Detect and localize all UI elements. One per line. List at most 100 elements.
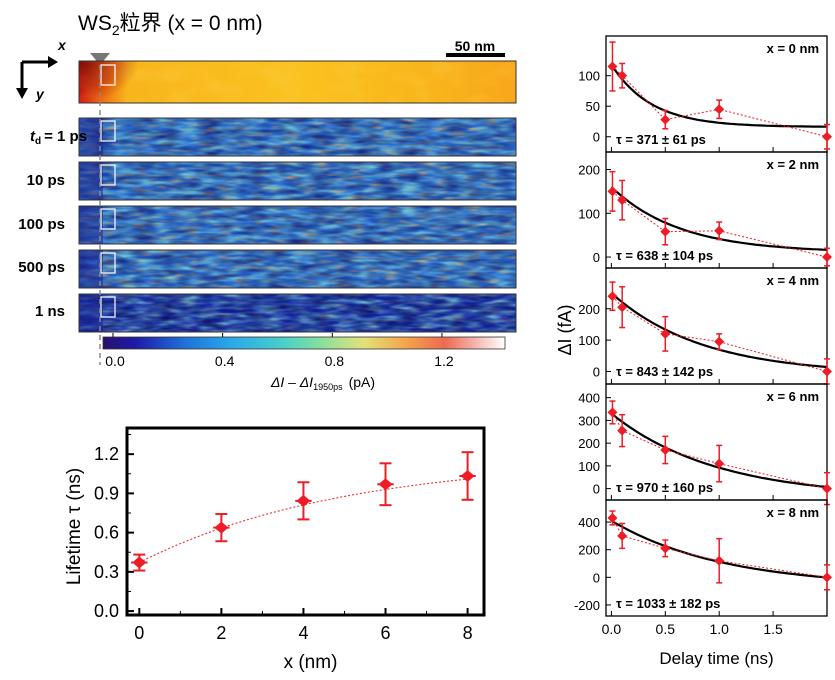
lifetime-xtick-label: 0 — [134, 623, 144, 643]
decay-tau-label: τ = 970 ± 160 ps — [616, 480, 713, 495]
decay-point — [617, 522, 628, 550]
decay-fit-curve — [610, 186, 828, 251]
delay-labels: td = 1 ps 10 ps 100 ps 500 ps 1 ns — [18, 128, 87, 320]
lifetime-xtick-label: 8 — [463, 623, 473, 643]
delay-label-1: td = 1 ps — [30, 128, 87, 147]
grain-boundary-marker — [90, 53, 110, 65]
decay-panel: 0 100 200 x = 4 nm τ = 843 ± 142 ps — [578, 267, 832, 385]
decay-xtick-label: 0.0 — [602, 621, 622, 637]
roi-box — [100, 252, 116, 274]
decay-panel: 0 100 200 x = 2 nm τ = 638 ± 104 ps — [578, 151, 832, 269]
decay-panels: 0 50 100 x = 0 nm τ = 371 ± 61 ps 0 100 200 x = … — [555, 35, 832, 668]
decay-point — [660, 435, 671, 465]
decay-point — [822, 564, 832, 591]
decay-tau-label: τ = 371 ± 61 ps — [616, 132, 706, 147]
decay-point — [607, 281, 618, 312]
decay-ytick-label: 300 — [578, 413, 600, 428]
decay-xlabel: Delay time (ns) — [659, 649, 773, 668]
lifetime-point — [131, 553, 148, 572]
roi-box — [100, 120, 116, 142]
colorbar-label: ΔI – ΔI1950ps (pA) — [270, 374, 375, 392]
decay-ytick-label: 100 — [578, 69, 600, 84]
decay-point — [660, 315, 671, 352]
decay-panel-title: x = 2 nm — [767, 157, 819, 172]
decay-ytick-label: 0 — [593, 364, 600, 379]
decay-tau-label: τ = 1033 ± 182 ps — [616, 596, 720, 611]
roi-box — [100, 296, 116, 318]
delay-map-stack — [78, 64, 517, 333]
decay-point — [607, 41, 618, 92]
decay-point — [714, 537, 725, 584]
decay-panel: 0 50 100 x = 0 nm τ = 371 ± 61 ps — [578, 35, 832, 153]
colorbar-tick-label: 0.8 — [325, 353, 345, 369]
lifetime-point — [377, 462, 394, 507]
decay-ytick-label: 0 — [593, 130, 600, 145]
decay-point — [617, 179, 628, 221]
decay-point — [660, 109, 671, 130]
lifetime-ytick-label: 0.6 — [94, 523, 119, 543]
decay-panel: -200 0 200 400 x = 8 nm τ = 1033 ± 182 ps — [574, 499, 832, 617]
decay-panel-frame — [605, 499, 828, 617]
lifetime-trend-line — [139, 478, 468, 564]
decay-data-line — [612, 412, 828, 490]
delay-map — [78, 205, 517, 245]
decay-ytick-label: 0 — [593, 570, 600, 585]
decay-ytick-label: 200 — [578, 163, 600, 178]
decay-ytick-label: 100 — [578, 206, 600, 221]
delay-map — [78, 117, 517, 157]
decay-ytick-label: 100 — [578, 459, 600, 474]
decay-ytick-label: 400 — [578, 391, 600, 406]
decay-point — [617, 286, 628, 329]
delay-label-5: 1 ns — [35, 303, 65, 320]
lifetime-xtick-label: 6 — [381, 623, 391, 643]
decay-point — [822, 471, 832, 506]
roi-box — [100, 164, 116, 186]
decay-ytick-label: -200 — [574, 598, 600, 613]
decay-point — [607, 510, 618, 526]
decay-panel-title: x = 6 nm — [767, 389, 819, 404]
roi-box — [100, 64, 116, 86]
decay-panel-title: x = 0 nm — [767, 41, 819, 56]
roi-box — [100, 208, 116, 230]
decay-panel-title: x = 4 nm — [767, 273, 819, 288]
delay-map — [78, 161, 517, 201]
decay-ytick-label: 50 — [586, 99, 600, 114]
decay-ytick-label: 200 — [578, 302, 600, 317]
decay-point — [714, 444, 725, 483]
decay-point — [822, 358, 832, 385]
lifetime-ylabel: Lifetime τ (ns) — [64, 468, 85, 585]
decay-ytick-label: 0 — [593, 482, 600, 497]
x-axis-letter: x — [57, 37, 67, 53]
lifetime-ytick-label: 1.2 — [94, 444, 119, 464]
decay-point — [607, 170, 618, 212]
delay-label-3: 100 ps — [18, 216, 65, 233]
decay-tau-label: τ = 638 ± 104 ps — [616, 248, 713, 263]
lifetime-ytick-label: 0.3 — [94, 562, 119, 582]
decay-xtick-label: 1.5 — [763, 621, 783, 637]
decay-ytick-label: 200 — [578, 436, 600, 451]
decay-ytick-label: 0 — [593, 250, 600, 265]
decay-ytick-label: 100 — [578, 333, 600, 348]
decay-point — [714, 221, 725, 241]
colorbar-tick-label: 0.0 — [105, 353, 125, 369]
decay-point — [660, 539, 671, 558]
lifetime-xlabel: x (nm) — [284, 652, 338, 673]
lifetime-xtick-label: 2 — [216, 623, 226, 643]
decay-xtick-label: 1.0 — [709, 621, 729, 637]
decay-fit-curve — [610, 292, 828, 369]
decay-point — [607, 400, 618, 425]
decay-data-line — [612, 66, 828, 138]
decay-point — [617, 413, 628, 448]
decay-ylabel: ΔI (fA) — [555, 304, 575, 355]
lifetime-ytick-label: 0.0 — [94, 601, 119, 621]
decay-ytick-label: 200 — [578, 543, 600, 558]
lifetime-point — [295, 481, 312, 521]
colorbar-tick-label: 1.2 — [434, 353, 454, 369]
colorbar: 0.0 0.4 0.8 1.2 ΔI – ΔI1950ps (pA) — [102, 333, 506, 392]
decay-panel-title: x = 8 nm — [767, 505, 819, 520]
decay-point — [660, 217, 671, 246]
decay-ytick-label: 400 — [578, 515, 600, 530]
decay-xtick-label: 0.5 — [656, 621, 676, 637]
scale-bar-label: 50 nm — [455, 38, 495, 54]
